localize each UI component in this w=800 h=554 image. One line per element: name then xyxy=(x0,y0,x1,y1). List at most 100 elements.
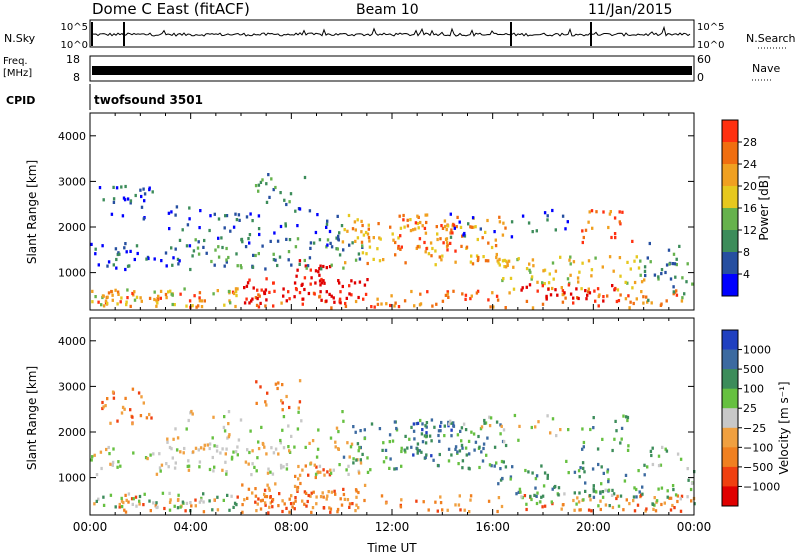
data-cell-718 xyxy=(685,280,688,284)
data-cell-147 xyxy=(127,492,131,496)
data-cell-18 xyxy=(257,293,260,297)
data-cell-723 xyxy=(689,487,693,492)
data-cell-186 xyxy=(176,506,180,510)
date-label: 11/Jan/2015 xyxy=(588,2,672,18)
data-cell-418 xyxy=(123,198,127,202)
data-cell-108 xyxy=(578,508,581,512)
data-cell-448 xyxy=(486,218,489,223)
data-cell-605 xyxy=(592,495,596,499)
data-cell-642 xyxy=(606,470,609,474)
data-cell-495 xyxy=(482,442,486,446)
data-cell-501 xyxy=(378,236,381,240)
data-cell-397 xyxy=(139,414,143,418)
data-cell-342 xyxy=(215,449,219,453)
data-cell-702 xyxy=(615,429,618,433)
data-cell-584 xyxy=(449,241,452,245)
data-cell-762 xyxy=(340,224,344,228)
data-cell-641 xyxy=(611,488,614,492)
data-cell-218 xyxy=(302,297,305,301)
data-cell-96 xyxy=(130,497,134,501)
data-cell-13 xyxy=(663,501,666,505)
noise-tick-top: 10^5 xyxy=(61,22,88,33)
data-cell-705 xyxy=(613,216,617,220)
data-cell-412 xyxy=(142,217,145,221)
data-cell-553 xyxy=(458,449,462,453)
data-cell-81 xyxy=(164,292,168,297)
colorbar-tick-0: 4 xyxy=(743,268,750,281)
data-cell-649 xyxy=(528,262,531,266)
data-cell-403 xyxy=(126,197,130,201)
data-cell-348 xyxy=(191,254,194,258)
data-cell-673 xyxy=(563,291,566,295)
data-cell-387 xyxy=(274,258,277,262)
data-cell-497 xyxy=(352,425,355,429)
data-cell-169 xyxy=(109,493,113,497)
data-cell-684 xyxy=(582,498,585,502)
data-cell-710 xyxy=(620,437,623,441)
data-cell-268 xyxy=(323,473,326,477)
data-cell-570 xyxy=(450,428,453,432)
data-cell-812 xyxy=(223,226,226,230)
data-cell-49 xyxy=(288,510,291,514)
data-cell-301 xyxy=(188,244,192,248)
colorbar-tick-4: 20 xyxy=(743,180,757,193)
data-cell-33 xyxy=(418,303,422,307)
data-cell-622 xyxy=(509,477,512,481)
data-cell-225 xyxy=(265,298,268,302)
data-cell-305 xyxy=(115,266,118,270)
data-cell-744 xyxy=(672,290,675,294)
data-cell-149 xyxy=(102,503,106,507)
data-cell-568 xyxy=(392,238,395,242)
data-cell-711 xyxy=(581,427,584,431)
data-cell-433 xyxy=(298,379,302,383)
data-cell-36 xyxy=(632,499,635,503)
data-cell-326 xyxy=(285,463,289,467)
data-cell-180 xyxy=(173,504,176,508)
data-cell-312 xyxy=(107,445,110,450)
data-cell-471 xyxy=(504,443,508,448)
data-cell-726 xyxy=(651,446,654,450)
data-cell-798 xyxy=(335,426,339,430)
data-cell-692 xyxy=(611,284,614,288)
data-cell-107 xyxy=(441,299,445,303)
data-cell-35 xyxy=(280,301,283,305)
data-cell-803 xyxy=(166,437,169,441)
data-cell-571 xyxy=(397,244,400,249)
data-cell-301 xyxy=(117,460,120,464)
data-cell-11 xyxy=(427,508,430,512)
data-cell-543 xyxy=(470,225,473,229)
data-cell-144 xyxy=(111,293,114,297)
data-cell-208 xyxy=(339,301,342,305)
data-cell-357 xyxy=(357,471,361,475)
data-cell-333 xyxy=(202,245,205,249)
data-cell-119 xyxy=(385,302,388,306)
data-cell-610 xyxy=(579,466,582,470)
data-cell-661 xyxy=(607,480,610,484)
data-cell-665 xyxy=(554,288,557,292)
data-cell-699 xyxy=(602,210,605,214)
data-cell-92 xyxy=(679,509,683,513)
data-cell-820 xyxy=(517,438,520,442)
data-cell-8 xyxy=(293,507,296,511)
colorbar-segment-0 xyxy=(722,120,738,143)
data-cell-306 xyxy=(109,462,112,466)
data-cell-37 xyxy=(452,289,455,293)
data-cell-168 xyxy=(212,292,215,296)
data-cell-396 xyxy=(112,197,116,201)
data-cell-738 xyxy=(643,265,647,269)
data-cell-709 xyxy=(590,209,594,213)
data-cell-758 xyxy=(236,445,239,449)
data-cell-74 xyxy=(179,292,182,296)
data-cell-29 xyxy=(340,503,344,507)
data-cell-297 xyxy=(108,452,111,456)
data-cell-297 xyxy=(106,264,109,268)
data-cell-682 xyxy=(577,296,580,301)
data-cell-207 xyxy=(357,490,360,495)
data-cell-163 xyxy=(234,290,238,294)
data-cell-330 xyxy=(213,465,216,469)
data-cell-571 xyxy=(424,441,428,445)
data-cell-158 xyxy=(159,289,163,293)
data-cell-227 xyxy=(364,292,368,296)
data-cell-70 xyxy=(491,291,494,295)
data-cell-755 xyxy=(282,446,286,450)
